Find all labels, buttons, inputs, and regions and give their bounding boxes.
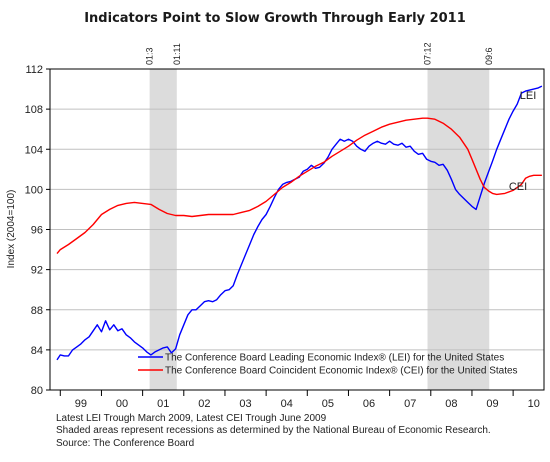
x-tick-label-09: 09 xyxy=(486,398,498,410)
recession-start-label-1: 07:12 xyxy=(422,42,432,65)
footnote-source: Source: The Conference Board xyxy=(56,437,195,449)
cei-line xyxy=(56,117,542,255)
axes: 80 84 88 92 96 100 104 108 112 99 00 01 02 03 04 05 06 07… xyxy=(25,64,540,410)
lei-line xyxy=(56,85,543,361)
legend-lei-text: The Conference Board Leading Economic In… xyxy=(165,353,504,364)
y-tick-label-104: 104 xyxy=(25,144,43,156)
legend: The Conference Board Leading Economic In… xyxy=(138,353,518,377)
footnote-troughs: Latest LEI Trough March 2009, Latest CEI… xyxy=(56,413,327,424)
recession-end-label-1: 09:6 xyxy=(484,47,494,65)
x-tick-label-04: 04 xyxy=(281,398,293,410)
footnote-recessions: Shaded areas represent recessions as det… xyxy=(56,425,491,437)
x-tick-label-07: 07 xyxy=(404,398,416,410)
x-tick-label-99: 99 xyxy=(75,398,87,410)
y-axis-label: Index (2004=100) xyxy=(6,190,17,269)
cei-series-label: CEI xyxy=(509,181,527,193)
legend-cei-text: The Conference Board Coincident Economic… xyxy=(165,366,518,377)
chart-title: Indicators Point to Slow Growth Through … xyxy=(84,11,466,26)
series-lines xyxy=(56,85,543,361)
y-tick-label-108: 108 xyxy=(25,104,43,116)
x-tick-label-08: 08 xyxy=(445,398,457,410)
gridlines xyxy=(50,108,544,351)
x-tick-label-06: 06 xyxy=(363,398,375,410)
x-tick-label-02: 02 xyxy=(198,398,210,410)
lei-series-label: LEI xyxy=(520,90,537,102)
y-tick-label-96: 96 xyxy=(31,225,43,237)
x-tick-label-01: 01 xyxy=(157,398,169,410)
y-tick-label-80: 80 xyxy=(31,385,43,397)
y-tick-label-88: 88 xyxy=(31,305,43,317)
footnotes: Latest LEI Trough March 2009, Latest CEI… xyxy=(56,413,491,450)
x-tick-label-00: 00 xyxy=(116,398,128,410)
x-tick-label-05: 05 xyxy=(322,398,334,410)
x-tick-label-10: 10 xyxy=(528,398,540,410)
y-tick-label-112: 112 xyxy=(25,64,43,76)
recession-end-label-0: 01:11 xyxy=(172,43,182,65)
recession-start-label-0: 01:3 xyxy=(145,47,155,65)
y-tick-label-92: 92 xyxy=(31,265,43,277)
x-tick-label-03: 03 xyxy=(239,398,251,410)
y-tick-label-100: 100 xyxy=(25,184,43,196)
y-tick-label-84: 84 xyxy=(31,345,43,357)
